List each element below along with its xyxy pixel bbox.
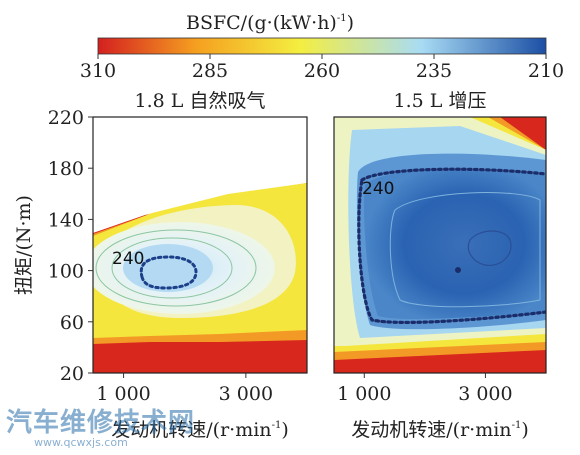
contour-thin-right [389,192,541,308]
x-tick-label: 3 000 [219,383,273,405]
colorbar-title: BSFC/(g·(kW·h)-1) [186,12,354,34]
colorbar-tick-label: 310 [80,60,116,82]
colorbar-tick-label: 210 [528,60,564,82]
panel-title-right: 1.5 L 增压 [394,90,487,112]
contour-thin-left-2 [111,237,233,299]
y-tick-label: 20 [60,363,84,385]
watermark-url: www.qcwxjs.com [34,436,128,449]
y-tick-label: 100 [48,261,84,283]
y-tick-label: 60 [60,312,84,334]
colorbar-tick-label: 235 [416,60,452,82]
colorbar: BSFC/(g·(kW·h)-1) 310 285 260 235 210 [80,12,564,82]
x-axis-label-right: 发动机转速/(r·min-1) [351,419,528,441]
contour-label-left: 240 [112,249,144,269]
region-deepblue-right [364,169,546,319]
x-axis-label-left: 发动机转速/(r·min-1) [111,419,288,441]
x-tick-label: 1 000 [96,383,150,405]
x-tick-label: 3 000 [458,383,512,405]
panel-title-left: 1.8 L 自然吸气 [135,90,266,112]
contour-240-left [139,255,198,290]
watermark: 汽车维修技术网 www.qcwxjs.com [6,402,196,449]
colorbar-gradient [97,37,547,55]
panel-turbocharged: 1.5 L 增压 1 000 3 000 240 发动机转速/(r·min-1) [333,90,547,441]
y-tick-label: 180 [48,158,84,180]
panel-frame-right [333,116,547,374]
x-tick-label: 1 000 [337,383,391,405]
contour-240-right [357,167,546,325]
colorbar-tick-label: 260 [304,60,340,82]
contour-inner-right [467,230,512,267]
y-tick-label: 220 [48,107,84,129]
watermark-text: 汽车维修技术网 [6,408,196,438]
y-tick-label: 140 [48,209,84,231]
region-blue-core-left [123,244,213,292]
panel-naturally-aspirated: 1.8 L 自然吸气 1 000 3 000 240 发动机转速/(r·min-1… [92,90,308,441]
contour-label-right: 240 [362,179,394,199]
y-axis-label: 扭矩/(N·m) [13,195,35,295]
panel-frame-left [92,116,308,374]
contour-thin-left [95,229,257,307]
min-point-marker-right [455,267,461,273]
colorbar-tick-label: 285 [192,60,228,82]
